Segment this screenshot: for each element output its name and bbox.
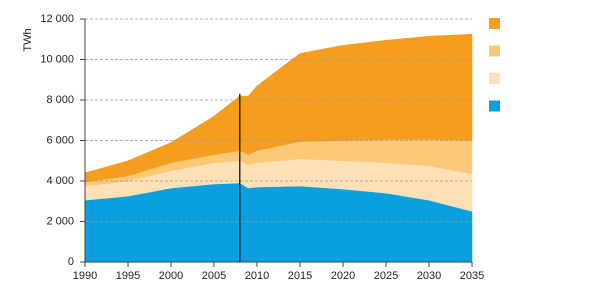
y-axis-label: TWh xyxy=(22,28,34,51)
x-tick-label: 2035 xyxy=(460,270,484,282)
legend-swatch xyxy=(489,45,500,57)
x-tick-label: 2015 xyxy=(288,270,312,282)
y-tick-label: 4 000 xyxy=(46,175,74,187)
y-tick-label: 0 xyxy=(68,256,74,268)
x-tick-label: 2025 xyxy=(374,270,398,282)
y-tick-label: 8 000 xyxy=(46,94,74,106)
x-tick-label: 2020 xyxy=(331,270,355,282)
x-tick-label: 1990 xyxy=(73,270,97,282)
x-tick-label: 1995 xyxy=(116,270,140,282)
x-tick-label: 2030 xyxy=(417,270,441,282)
legend-swatch xyxy=(489,18,500,29)
legend-swatch xyxy=(489,73,500,84)
legend-swatch xyxy=(489,100,500,112)
y-tick-label: 6 000 xyxy=(46,134,74,146)
x-tick-label: 2000 xyxy=(159,270,183,282)
x-tick-label: 2010 xyxy=(245,270,269,282)
y-tick-label: 2 000 xyxy=(46,215,74,227)
y-tick-label: 10 000 xyxy=(40,53,74,65)
x-tick-label: 2005 xyxy=(202,270,226,282)
y-tick-label: 12 000 xyxy=(40,13,74,25)
